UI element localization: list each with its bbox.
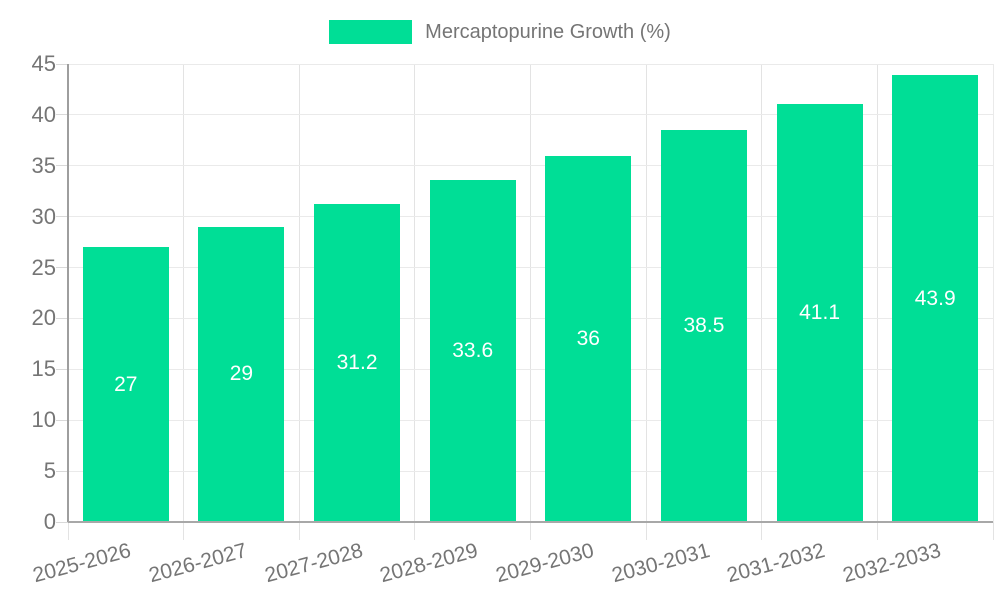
category-boundary-line [530, 64, 531, 540]
category-boundary-line [298, 64, 300, 540]
plot-right-border [992, 64, 994, 522]
gridline [68, 470, 993, 472]
y-tick-mark [56, 267, 68, 269]
y-tick-mark [56, 317, 68, 319]
bar[interactable] [429, 180, 516, 522]
y-tick-label: 0 [43, 509, 56, 534]
y-tick-label: 10 [31, 407, 56, 433]
bar[interactable] [660, 130, 747, 522]
gridline [68, 419, 993, 421]
y-tick-label: 30 [31, 203, 56, 229]
y-tick-mark [56, 165, 68, 167]
bar-value-label: 38.5 [683, 314, 725, 338]
y-tick-label: 20 [31, 305, 56, 331]
y-tick-label: 5 [43, 458, 56, 484]
y-tick-mark [56, 114, 68, 116]
gridline [68, 216, 993, 218]
bar-value-label: 29 [229, 362, 254, 386]
legend-swatch [329, 20, 413, 44]
gridline [68, 267, 993, 269]
bar[interactable] [776, 103, 863, 522]
y-axis-line [67, 64, 69, 522]
bar[interactable] [314, 204, 401, 522]
y-tick-mark [56, 470, 68, 472]
bar[interactable] [545, 155, 632, 522]
category-boundary-line [761, 64, 763, 540]
bar-value-label: 41.1 [799, 300, 840, 324]
x-tick-label: 2032-2033 [0, 539, 943, 587]
gridline [68, 317, 993, 319]
category-boundary-line [645, 64, 647, 540]
bar[interactable] [892, 75, 979, 522]
bar-value-label: 27 [114, 372, 138, 396]
y-tick-label: 40 [31, 101, 56, 127]
y-tick-mark [56, 368, 68, 370]
bar[interactable] [82, 247, 169, 522]
x-tick-label-text: 2032-2033 [840, 539, 944, 588]
category-boundary-line [183, 64, 185, 540]
bar-value-label: 36 [576, 326, 600, 350]
bar-value-label: 43.9 [914, 286, 956, 310]
y-tick-mark [56, 419, 68, 421]
y-tick-label: 25 [31, 254, 56, 280]
x-axis-line [68, 521, 993, 523]
y-tick-mark [56, 216, 68, 218]
y-tick-mark [56, 521, 68, 523]
y-tick-label: 35 [31, 152, 56, 178]
legend-label: Mercaptopurine Growth (%) [425, 20, 671, 43]
bar-value-label: 31.2 [336, 351, 378, 375]
gridline [68, 368, 993, 370]
y-tick-label: 15 [31, 356, 56, 382]
category-boundary-line [414, 64, 416, 540]
y-tick-mark [56, 63, 68, 65]
y-tick-label: 45 [31, 51, 56, 76]
legend[interactable]: Mercaptopurine Growth (%) [0, 18, 1000, 46]
bar-value-label: 33.6 [452, 339, 494, 362]
bar[interactable] [198, 226, 285, 522]
gridline [68, 165, 993, 167]
category-boundary-line [876, 64, 878, 540]
gridline [68, 114, 993, 116]
gridline [68, 63, 993, 65]
